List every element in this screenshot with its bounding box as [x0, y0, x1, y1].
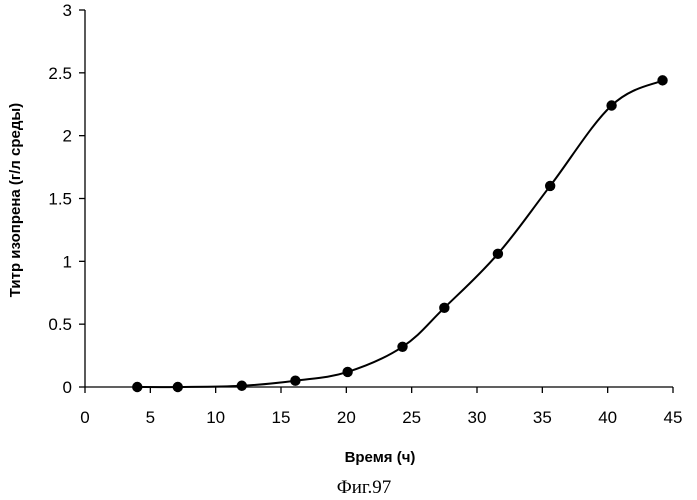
data-point [606, 100, 616, 110]
y-tick-label: 0 [63, 378, 72, 397]
x-axis-title: Время (ч) [345, 449, 416, 466]
plot-area: 00.511.522.53051015202530354045 [48, 1, 682, 427]
x-tick-label: 0 [80, 408, 89, 427]
data-point [439, 303, 449, 313]
x-tick-label: 45 [664, 408, 683, 427]
x-tick-label: 10 [206, 408, 225, 427]
figure-caption: Фиг.97 [337, 477, 392, 498]
data-point [493, 249, 503, 259]
y-tick-label: 2.5 [48, 64, 72, 83]
chart: 00.511.522.53051015202530354045 Время (ч… [0, 0, 697, 500]
data-point [173, 382, 183, 392]
y-tick-label: 0.5 [48, 315, 72, 334]
y-tick-label: 3 [63, 1, 72, 20]
data-point [342, 367, 352, 377]
data-point [657, 75, 667, 85]
y-tick-label: 1 [63, 252, 72, 271]
data-point [397, 342, 407, 352]
data-point [237, 381, 247, 391]
x-tick-label: 40 [598, 408, 617, 427]
series-line [137, 80, 662, 387]
y-axis-title: Титр изопрена (г/л среды) [7, 103, 24, 297]
x-tick-label: 35 [533, 408, 552, 427]
data-point [132, 382, 142, 392]
x-tick-label: 30 [468, 408, 487, 427]
x-tick-label: 5 [146, 408, 155, 427]
x-tick-label: 15 [272, 408, 291, 427]
x-tick-label: 20 [337, 408, 356, 427]
data-point [290, 376, 300, 386]
y-tick-label: 2 [63, 127, 72, 146]
data-point [545, 181, 555, 191]
x-tick-label: 25 [402, 408, 421, 427]
y-tick-label: 1.5 [48, 190, 72, 209]
